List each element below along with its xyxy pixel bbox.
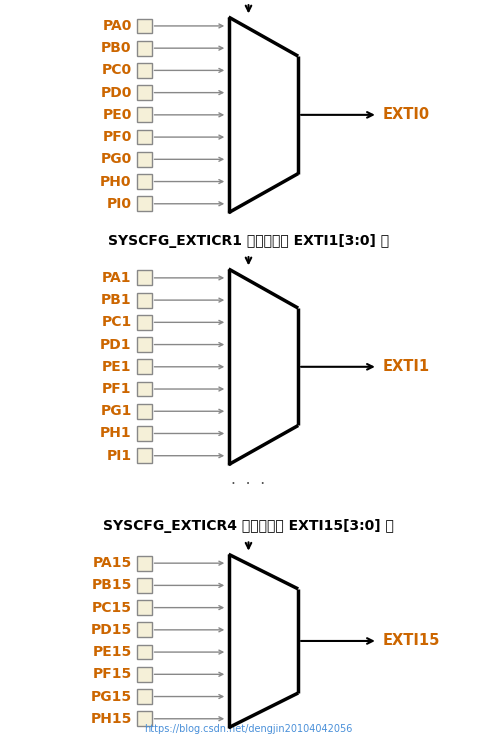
- Bar: [137, 130, 152, 144]
- Bar: [137, 315, 152, 330]
- Text: PD15: PD15: [90, 623, 132, 637]
- Bar: [137, 63, 152, 78]
- Bar: [137, 689, 152, 704]
- Text: PI1: PI1: [106, 449, 132, 462]
- Bar: [137, 622, 152, 637]
- Bar: [137, 578, 152, 593]
- Text: PB15: PB15: [91, 579, 132, 592]
- Text: PE1: PE1: [102, 360, 132, 373]
- Text: PA1: PA1: [102, 271, 132, 285]
- Bar: [137, 426, 152, 441]
- Text: PC0: PC0: [101, 64, 132, 77]
- Text: PG1: PG1: [100, 405, 132, 418]
- Bar: [137, 382, 152, 396]
- Bar: [137, 337, 152, 352]
- Bar: [137, 556, 152, 571]
- Text: PD0: PD0: [100, 86, 132, 99]
- Text: EXTI1: EXTI1: [383, 359, 430, 374]
- Text: PG15: PG15: [90, 690, 132, 703]
- Text: PG0: PG0: [100, 153, 132, 166]
- Bar: [137, 19, 152, 33]
- Text: PE0: PE0: [102, 108, 132, 122]
- Text: PD1: PD1: [100, 338, 132, 351]
- Text: EXTI15: EXTI15: [383, 634, 440, 648]
- Text: PC15: PC15: [92, 601, 132, 614]
- Text: SYSCFG_EXTICR4 寄存器中的 EXTI15[3:0] 位: SYSCFG_EXTICR4 寄存器中的 EXTI15[3:0] 位: [103, 519, 394, 533]
- Text: PF15: PF15: [92, 668, 132, 681]
- Bar: [137, 270, 152, 285]
- Bar: [137, 667, 152, 682]
- Text: PH0: PH0: [100, 175, 132, 188]
- Text: PA0: PA0: [102, 19, 132, 33]
- Bar: [137, 293, 152, 308]
- Bar: [137, 196, 152, 211]
- Bar: [137, 152, 152, 167]
- Text: PC1: PC1: [101, 316, 132, 329]
- Bar: [137, 85, 152, 100]
- Bar: [137, 404, 152, 419]
- Bar: [137, 645, 152, 659]
- Bar: [137, 41, 152, 56]
- Text: PA15: PA15: [92, 556, 132, 570]
- Bar: [137, 600, 152, 615]
- Bar: [137, 107, 152, 122]
- Text: PB1: PB1: [101, 293, 132, 307]
- Text: PI0: PI0: [107, 197, 132, 210]
- Text: PH15: PH15: [90, 712, 132, 725]
- Bar: [137, 359, 152, 374]
- Text: ·  ·  ·: · · ·: [232, 477, 265, 492]
- Text: SYSCFG_EXTICR1 寄存器中的 EXTI1[3:0] 位: SYSCFG_EXTICR1 寄存器中的 EXTI1[3:0] 位: [108, 234, 389, 247]
- Text: PH1: PH1: [100, 427, 132, 440]
- Text: PB0: PB0: [101, 41, 132, 55]
- Bar: [137, 174, 152, 189]
- Text: PE15: PE15: [92, 645, 132, 659]
- Text: https://blog.csdn.net/dengjin20104042056: https://blog.csdn.net/dengjin20104042056: [144, 724, 353, 734]
- Text: EXTI0: EXTI0: [383, 107, 430, 122]
- Bar: [137, 711, 152, 726]
- Text: PF1: PF1: [102, 382, 132, 396]
- Bar: [137, 448, 152, 463]
- Text: PF0: PF0: [102, 130, 132, 144]
